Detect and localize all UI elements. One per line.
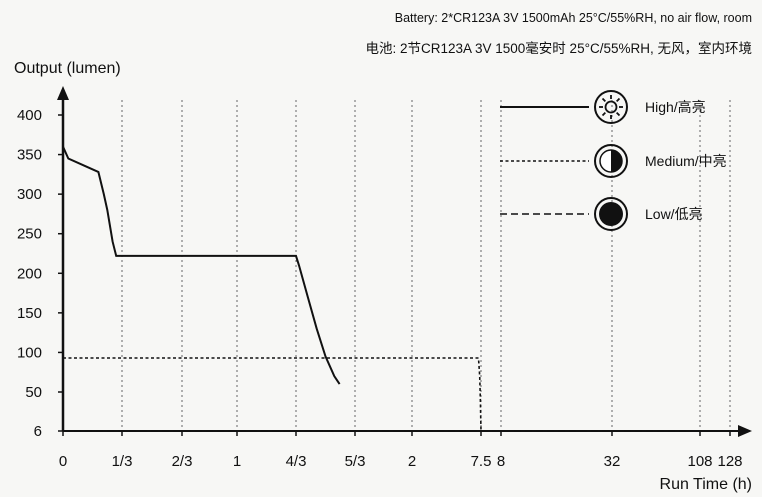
- axes: [57, 86, 752, 437]
- grid: [121, 100, 731, 431]
- half-circle-icon: [594, 144, 628, 178]
- sun-icon: [594, 90, 628, 124]
- y-tick-label: 200: [17, 265, 42, 282]
- legend-label: Medium/中亮: [645, 153, 727, 169]
- x-tick-label: 4/3: [286, 453, 307, 470]
- x-tick-label: 2: [408, 453, 416, 470]
- y-ticks: 6 50 100 150 200 250 300 350 400: [17, 107, 63, 440]
- x-tick-label: 0: [59, 453, 67, 470]
- y-axis-arrow: [57, 86, 69, 100]
- y-tick-label: 6: [34, 423, 42, 440]
- y-tick-label: 100: [17, 344, 42, 361]
- x-tick-label: 8: [497, 453, 505, 470]
- series-lines: [62, 146, 700, 432]
- x-tick-label: 1/3: [112, 453, 133, 470]
- battery-note-cn: 电池: 2节CR123A 3V 1500毫安时 25°C/55%RH, 无风，室…: [365, 41, 752, 56]
- y-axis-title: Output (lumen): [14, 60, 121, 77]
- y-tick-label: 400: [17, 107, 42, 124]
- y-tick-label: 150: [17, 305, 42, 322]
- x-tick-label: 32: [604, 453, 621, 470]
- x-axis-arrow: [738, 425, 752, 437]
- legend: High/高亮 Medium/中亮 Low/低亮: [500, 90, 727, 231]
- filled-circle-icon: [594, 197, 628, 231]
- legend-label: High/高亮: [645, 99, 706, 115]
- y-tick-label: 50: [25, 384, 42, 401]
- x-tick-label: 128: [717, 453, 742, 470]
- x-axis-title: Run Time (h): [659, 476, 752, 493]
- battery-note-en: Battery: 2*CR123A 3V 1500mAh 25°C/55%RH,…: [394, 11, 752, 25]
- y-tick-label: 350: [17, 147, 42, 164]
- series-line: [63, 357, 482, 432]
- legend-label: Low/低亮: [645, 206, 703, 222]
- y-tick-label: 250: [17, 226, 42, 243]
- y-tick-label: 300: [17, 186, 42, 203]
- x-tick-label: 108: [687, 453, 712, 470]
- x-tick-label: 5/3: [345, 453, 366, 470]
- series-line: [62, 146, 341, 385]
- x-ticks: 0 1/3 2/3 1 4/3 5/3 2 7.5 8 32 108 128: [59, 431, 743, 470]
- x-tick-label: 1: [233, 453, 241, 470]
- x-tick-label: 7.5: [471, 453, 492, 470]
- x-tick-label: 2/3: [172, 453, 193, 470]
